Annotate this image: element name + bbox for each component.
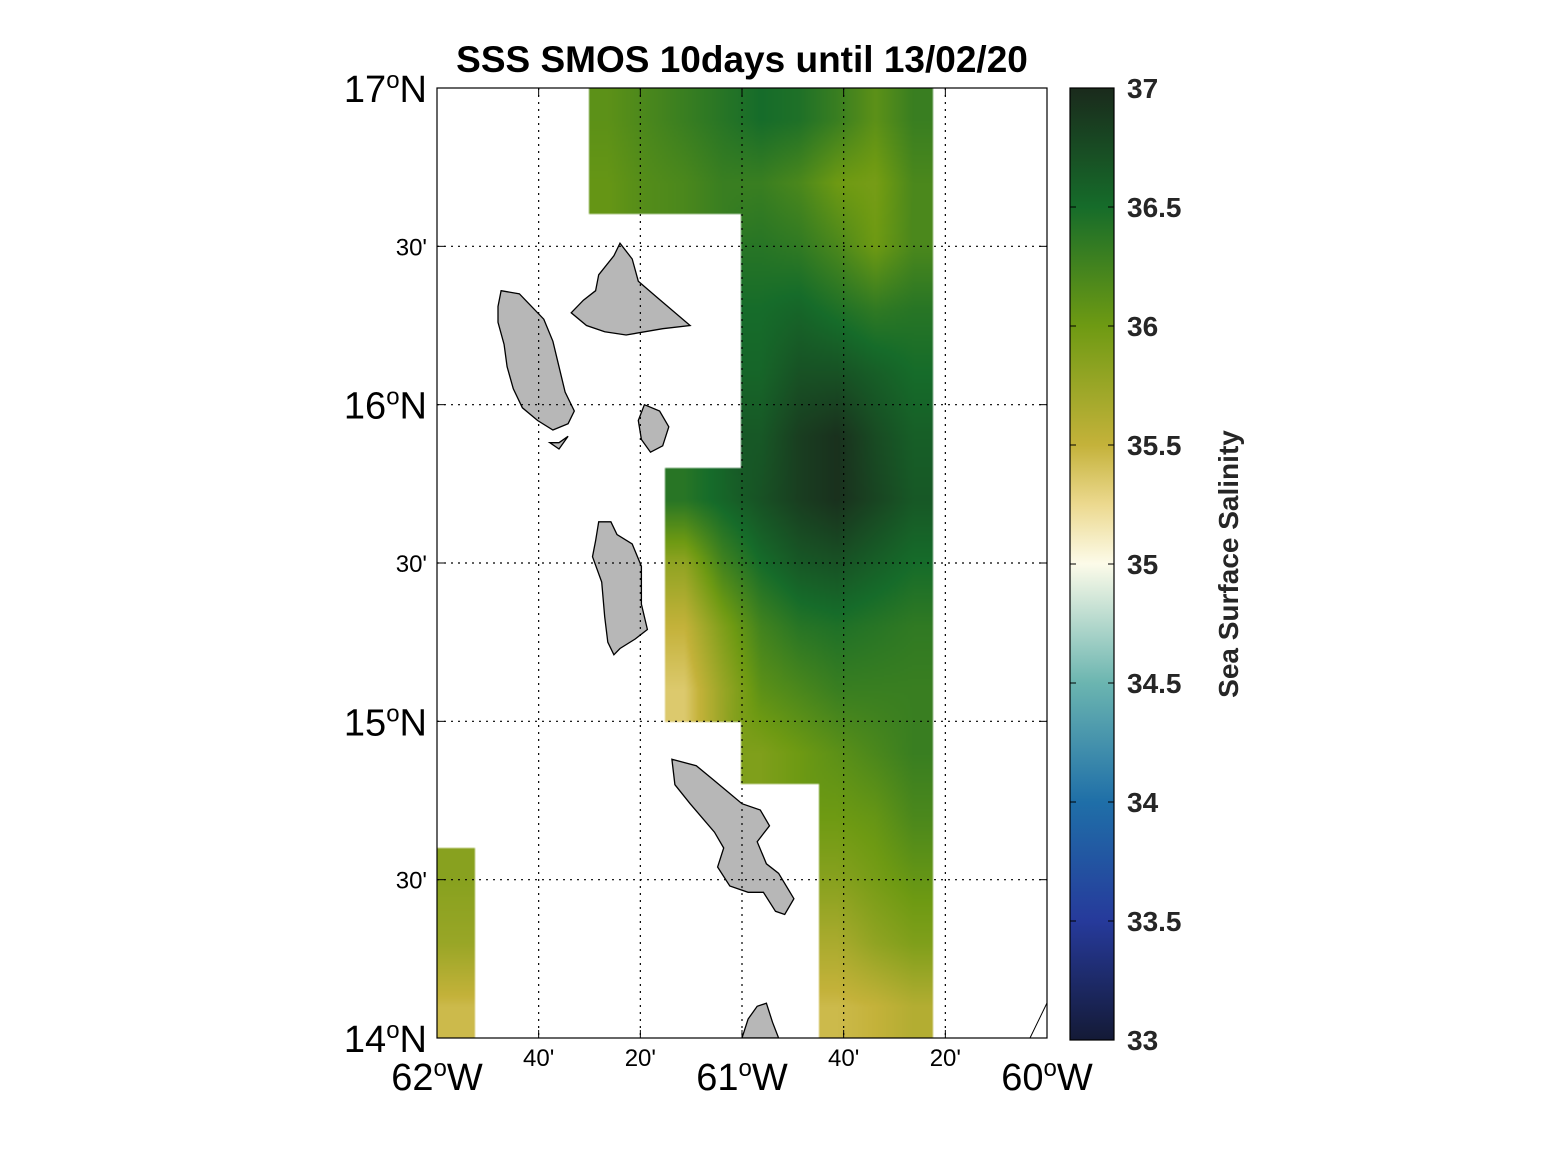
y-tick-label: 16oN [344, 384, 427, 428]
colorbar-tick-label: 37 [1127, 73, 1158, 104]
y-minor-tick-label: 30' [396, 234, 427, 261]
colorbar: 33 33.5 34 34.5 35 35.5 36 36.5 37 Sea Surface S… [1070, 73, 1244, 1056]
colorbar-label: Sea Surface Salinity [1213, 430, 1244, 698]
y-minor-tick-label: 30' [396, 551, 427, 578]
y-tick-label: 17oN [344, 67, 427, 111]
x-tick-label: 62oW [391, 1055, 483, 1099]
map-plot-area [437, 88, 1047, 1038]
x-tick-label: 61oW [696, 1055, 788, 1099]
colorbar-gradient [1070, 88, 1114, 1040]
colorbar-tick-label: 34 [1127, 787, 1159, 818]
colorbar-tick-label: 36.5 [1127, 192, 1182, 223]
colorbar-tick-label: 35 [1127, 549, 1158, 580]
x-tick-label: 60oW [1001, 1055, 1093, 1099]
y-tick-label: 14oN [344, 1017, 427, 1061]
y-axis-labels: 17oN 16oN 15oN 14oN 30' 30' 30' [344, 67, 427, 1061]
colorbar-tick-label: 33.5 [1127, 906, 1182, 937]
x-minor-tick-label: 20' [625, 1045, 656, 1072]
colorbar-tick-label: 35.5 [1127, 430, 1182, 461]
colorbar-tick-label: 34.5 [1127, 668, 1182, 699]
colorbar-tick-label: 33 [1127, 1025, 1158, 1056]
x-axis-labels: 62oW 61oW 60oW 40' 20' 40' 20' [391, 1045, 1093, 1099]
x-minor-tick-label: 40' [828, 1045, 859, 1072]
chart-title: SSS SMOS 10days until 13/02/20 [456, 39, 1028, 80]
y-minor-tick-label: 30' [396, 868, 427, 895]
x-minor-tick-label: 20' [930, 1045, 961, 1072]
y-tick-label: 15oN [344, 700, 427, 744]
x-minor-tick-label: 40' [523, 1045, 554, 1072]
colorbar-tick-label: 36 [1127, 311, 1158, 342]
